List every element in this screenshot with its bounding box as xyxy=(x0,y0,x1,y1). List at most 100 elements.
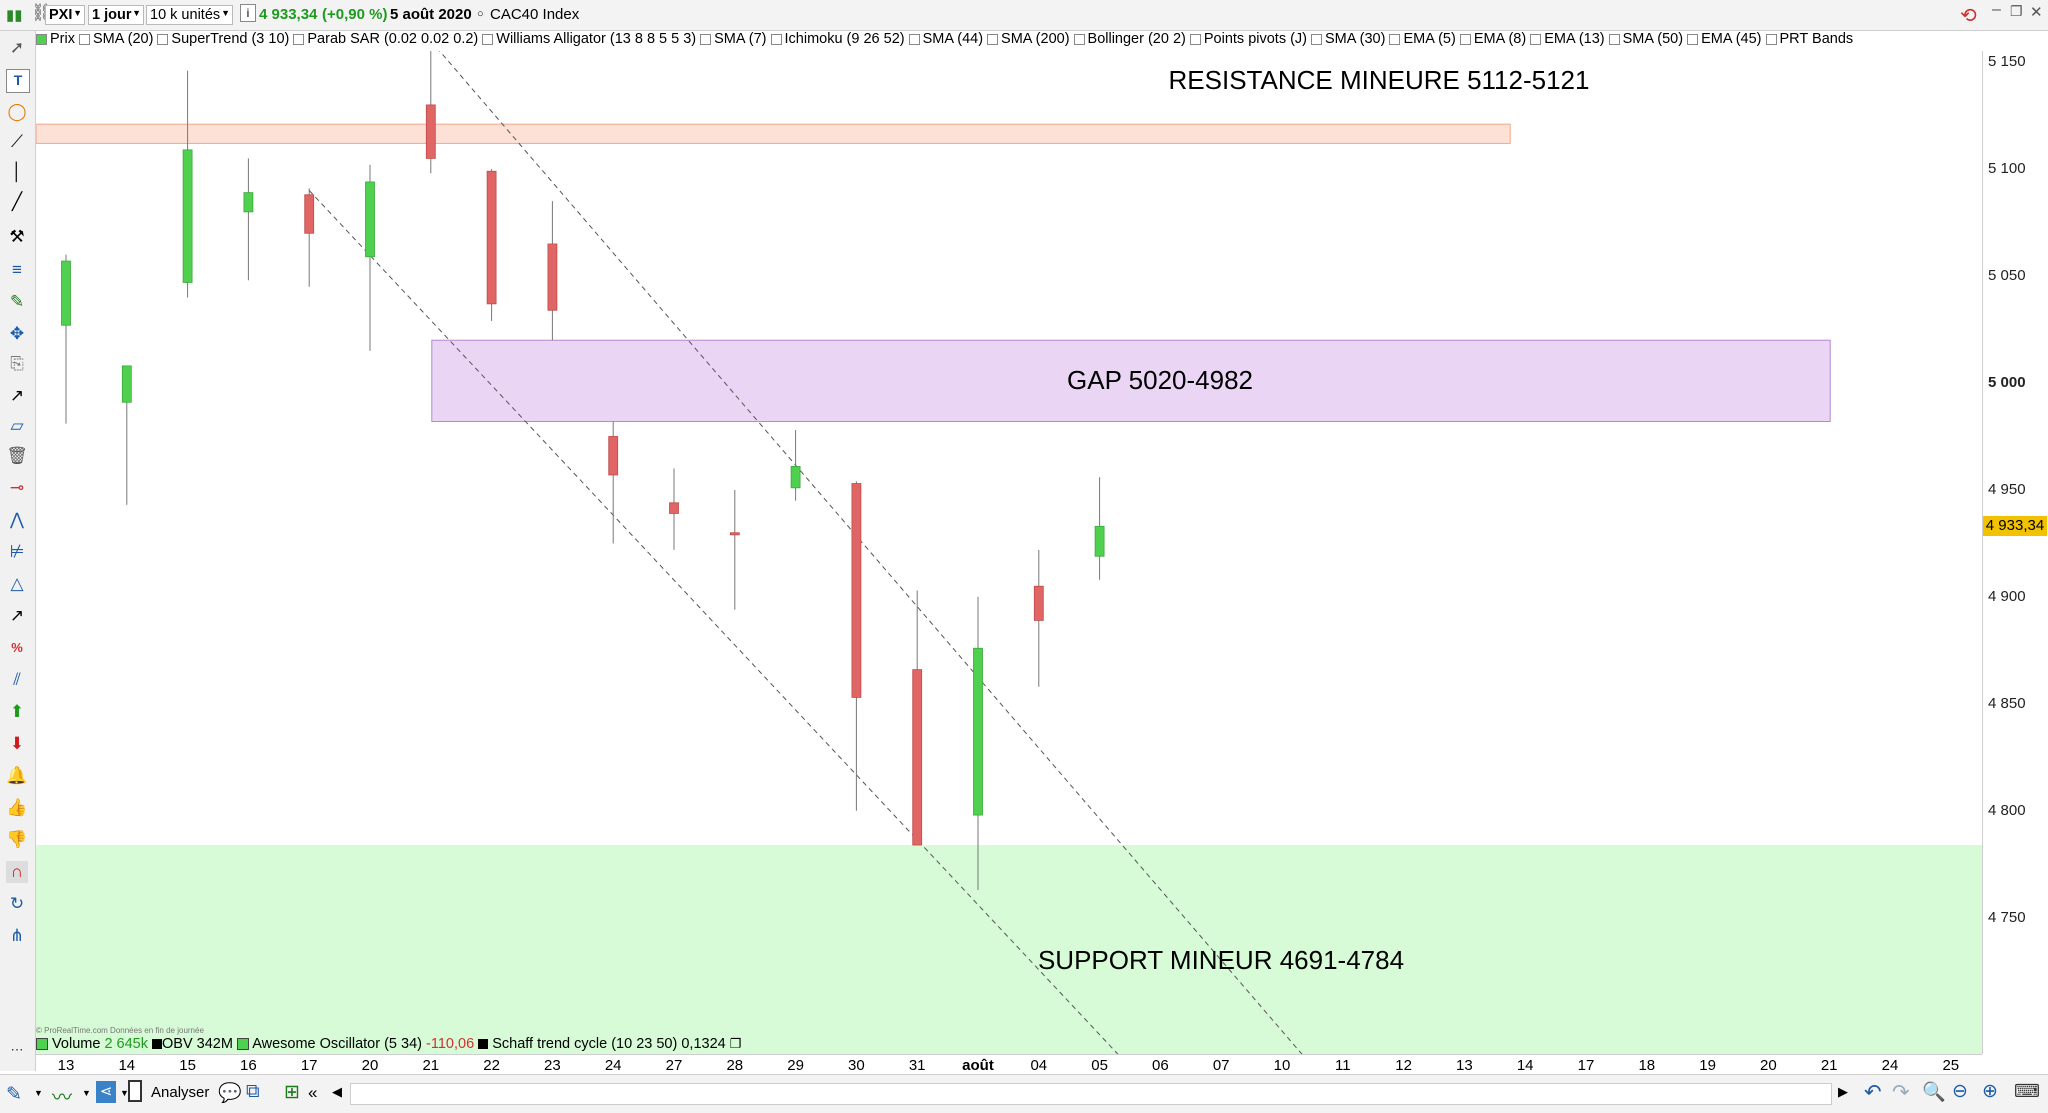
report-icon[interactable]: ⊞ xyxy=(284,1082,300,1103)
zoom-in-icon[interactable]: ⊕ xyxy=(1982,1081,1998,1102)
undo-icon[interactable]: ↶ xyxy=(1864,1081,1882,1104)
indicator-checkbox[interactable] xyxy=(293,33,305,45)
minimize-icon[interactable]: ‒ xyxy=(1992,1,2001,18)
draw-tool-icon[interactable]: ✎ xyxy=(6,1084,22,1105)
analyze-button[interactable]: Analyser xyxy=(151,1084,210,1101)
keyboard-icon[interactable]: ⌨ xyxy=(2014,1081,2040,1101)
chevron-down-icon[interactable]: ▼ xyxy=(82,1088,91,1098)
channel-icon[interactable]: ⫽ xyxy=(13,670,21,689)
indicator-item[interactable]: SuperTrend (3 10) xyxy=(157,31,289,47)
pitchfork-icon[interactable]: ⋔ xyxy=(9,926,25,945)
indicator-checkbox[interactable] xyxy=(36,33,47,45)
up-arrow-icon[interactable]: ⬆ xyxy=(9,702,25,721)
percent-icon[interactable]: % xyxy=(11,640,23,655)
fib-fan-icon[interactable]: ⊭ xyxy=(9,542,25,561)
indicator-item[interactable]: Prix xyxy=(36,31,75,47)
magnet-icon[interactable]: ∩ xyxy=(6,861,28,883)
indicator-checkbox[interactable] xyxy=(908,33,920,45)
indicator-checkbox[interactable] xyxy=(700,33,712,45)
indicator-item[interactable]: SMA (44) xyxy=(908,31,983,47)
refresh-icon[interactable]: ⟲ xyxy=(1960,5,1977,27)
indicator-item[interactable]: Ichimoku (9 26 52) xyxy=(770,31,905,47)
indicator-checkbox[interactable] xyxy=(770,33,782,45)
indicator-item[interactable]: EMA (8) xyxy=(1459,31,1526,47)
close-icon[interactable]: ✕ xyxy=(2030,4,2043,21)
chevron-down-icon[interactable]: ▼ xyxy=(34,1088,43,1098)
indicator-checkbox[interactable] xyxy=(1389,33,1401,45)
info-icon[interactable]: i xyxy=(240,4,256,22)
rotate-icon[interactable]: ↻ xyxy=(9,894,25,913)
tools-icon[interactable]: ⚒ xyxy=(9,227,25,246)
scroll-left-icon[interactable]: ◀ xyxy=(332,1084,342,1099)
share-icon[interactable]: ⋖ xyxy=(96,1081,116,1103)
brush-icon[interactable]: ↗ xyxy=(9,606,25,625)
indicator-checkbox[interactable] xyxy=(1459,33,1471,45)
segment-icon[interactable]: ⟋ xyxy=(11,132,23,151)
symbol-select[interactable]: PXI ▼ xyxy=(45,5,85,25)
indicator-item[interactable]: Points pivots (J) xyxy=(1189,31,1307,47)
indicator-checkbox[interactable] xyxy=(1189,33,1201,45)
ao-swatch-icon[interactable] xyxy=(236,1038,249,1051)
thumbs-up-icon[interactable]: 👍 xyxy=(6,798,28,817)
line-icon[interactable]: ╱ xyxy=(11,192,23,211)
text-tool-icon[interactable]: T xyxy=(6,69,30,93)
redo-icon[interactable]: ↷ xyxy=(1892,1081,1910,1104)
obv-swatch-icon[interactable] xyxy=(152,1039,163,1050)
indicator-checkbox[interactable] xyxy=(987,33,999,45)
restore-icon[interactable]: ❐ xyxy=(2010,3,2023,19)
indicator-item[interactable]: SMA (200) xyxy=(987,31,1070,47)
stc-swatch-icon[interactable] xyxy=(478,1039,489,1050)
fibonacci-icon[interactable]: ≡ xyxy=(12,260,22,279)
scroll-right-icon[interactable]: ▶ xyxy=(1838,1084,1848,1099)
expand-panel-icon[interactable]: ❐ xyxy=(729,1036,742,1051)
down-arrow-icon[interactable]: ⬇ xyxy=(9,734,25,753)
indicator-checkbox[interactable] xyxy=(1765,33,1777,45)
indicator-checkbox[interactable] xyxy=(1608,33,1620,45)
timeframe-select[interactable]: 1 jour ▼ xyxy=(88,5,144,25)
indicator-item[interactable]: SMA (20) xyxy=(78,31,153,47)
cursor-icon[interactable]: ➚ xyxy=(9,38,25,57)
thumbs-down-icon[interactable]: 👎 xyxy=(6,830,28,849)
indicator-checkbox[interactable] xyxy=(1311,33,1323,45)
indicator-checkbox[interactable] xyxy=(1073,33,1085,45)
windows-icon[interactable]: ⧉ xyxy=(246,1081,260,1102)
indicator-checkbox[interactable] xyxy=(482,33,494,45)
indicator-item[interactable]: SMA (7) xyxy=(700,31,767,47)
more-tools-icon[interactable]: ⋯ xyxy=(10,1042,24,1057)
indicator-item[interactable]: PRT Bands xyxy=(1765,31,1853,47)
ellipse-icon[interactable]: ◯ xyxy=(7,102,27,121)
horizontal-scrollbar[interactable] xyxy=(350,1083,1832,1105)
units-select[interactable]: 10 k unités ▼ xyxy=(146,5,233,25)
layout-icon[interactable] xyxy=(128,1080,142,1102)
arrow-icon[interactable]: ↗ xyxy=(9,386,25,405)
indicator-item[interactable]: Parab SAR (0.02 0.02 0.2) xyxy=(293,31,478,47)
indicator-checkbox[interactable] xyxy=(157,33,169,45)
chat-icon[interactable]: 💬 xyxy=(218,1083,242,1104)
horizontal-line-icon[interactable]: ⊸ xyxy=(9,478,25,497)
zoom-out-icon[interactable]: ⊖ xyxy=(1952,1081,1968,1102)
copy-icon[interactable]: ⎘ xyxy=(10,354,24,373)
indicator-checkbox[interactable] xyxy=(1687,33,1699,45)
indicator-item[interactable]: SMA (50) xyxy=(1608,31,1683,47)
indicator-icon[interactable]: 〰 xyxy=(52,1087,72,1109)
indicator-item[interactable]: SMA (30) xyxy=(1311,31,1385,47)
vertical-line-icon[interactable]: │ xyxy=(11,162,23,181)
indicator-item[interactable]: EMA (13) xyxy=(1530,31,1605,47)
volume-swatch-icon[interactable] xyxy=(36,1038,48,1051)
indicator-checkbox[interactable] xyxy=(78,33,90,45)
indicator-item[interactable]: EMA (45) xyxy=(1687,31,1762,47)
indicator-item[interactable]: Williams Alligator (13 8 8 5 5 3) xyxy=(482,31,696,47)
bell-icon[interactable]: 🔔 xyxy=(6,766,28,785)
move-icon[interactable]: ✥ xyxy=(9,324,25,343)
trash-icon[interactable]: 🗑 xyxy=(6,446,28,465)
triangle-icon[interactable]: △ xyxy=(10,574,24,593)
chart-type-icon[interactable]: ▮▮ xyxy=(6,7,23,24)
indicator-item[interactable]: EMA (5) xyxy=(1389,31,1456,47)
pattern-icon[interactable]: ⋀ xyxy=(10,510,24,529)
price-chart[interactable] xyxy=(36,51,1982,1054)
chevron-down-icon[interactable]: ▼ xyxy=(120,1088,129,1098)
indicator-item[interactable]: Bollinger (20 2) xyxy=(1073,31,1186,47)
rectangle-icon[interactable]: ▱ xyxy=(10,416,24,435)
zoom-region-icon[interactable]: 🔍 xyxy=(1922,1082,1946,1103)
indicator-checkbox[interactable] xyxy=(1530,33,1542,45)
